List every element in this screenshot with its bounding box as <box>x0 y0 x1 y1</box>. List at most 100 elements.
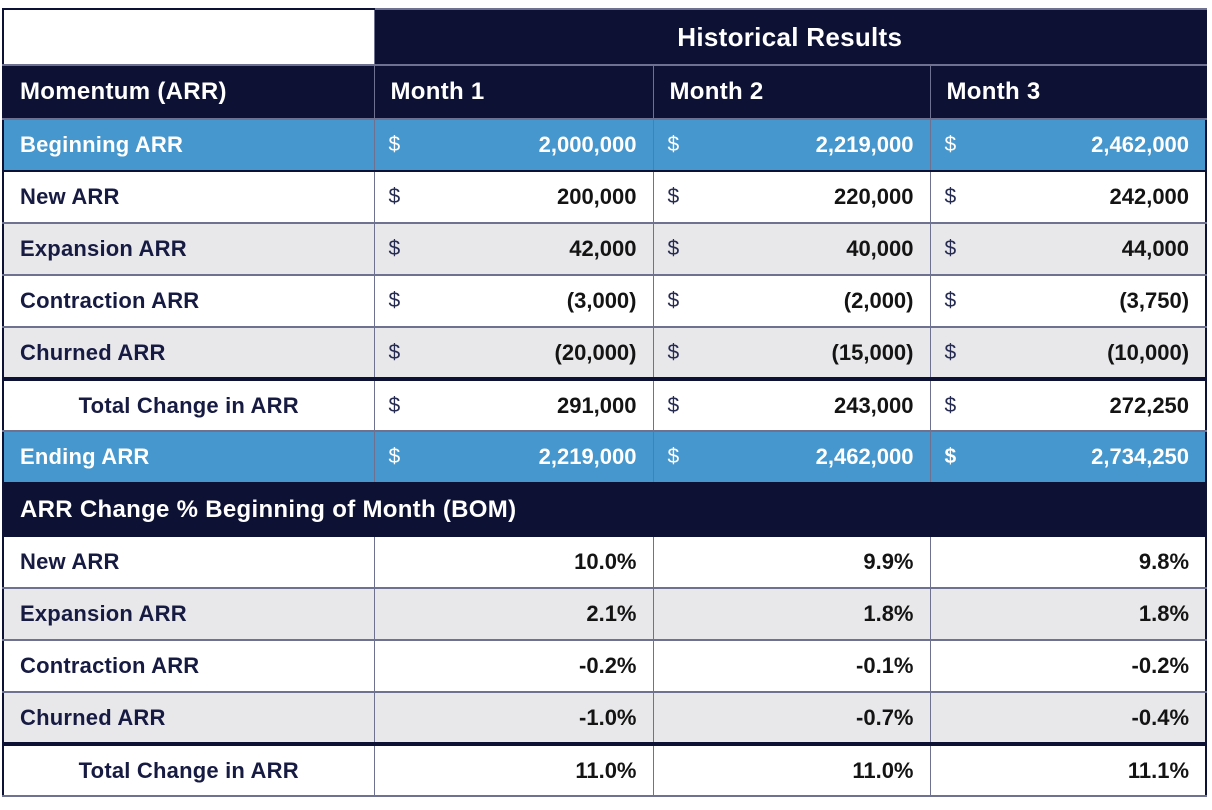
currency-value: 44,000 <box>1121 236 1190 261</box>
currency-value: (2,000) <box>843 288 914 313</box>
historical-results-header: Historical Results <box>373 8 1207 66</box>
row-label: Churned ARR <box>2 326 375 381</box>
table-row: Expansion ARR 2.1% 1.8% 1.8% <box>2 587 1207 641</box>
currency-symbol: $ <box>667 445 680 468</box>
currency-value: (3,000) <box>566 288 637 313</box>
percent-cell: 11.1% <box>929 743 1207 797</box>
corner-cell <box>2 8 375 66</box>
currency-symbol: $ <box>944 393 957 417</box>
currency-cell: $ (3,750) <box>929 274 1207 328</box>
table-row: Total Change in ARR 11.0% 11.0% 11.1% <box>2 743 1207 797</box>
table-row: Churned ARR $ (20,000) $ (15,000) $ (10,000) <box>2 326 1207 381</box>
currency-cell: $ (2,000) <box>652 274 931 328</box>
percent-cell: 11.0% <box>652 743 931 797</box>
currency-symbol: $ <box>944 445 957 468</box>
currency-value: 242,000 <box>1109 184 1190 209</box>
currency-value: 2,000,000 <box>538 132 637 157</box>
percent-cell: 2.1% <box>373 587 654 641</box>
currency-symbol: $ <box>388 340 401 364</box>
currency-symbol: $ <box>388 289 401 312</box>
section-header-row: ARR Change % Beginning of Month (BOM) <box>2 482 1207 537</box>
percent-cell: -0.2% <box>373 639 654 693</box>
currency-value: (20,000) <box>554 339 637 365</box>
currency-cell: $2,219,000 <box>373 430 654 484</box>
currency-cell: $243,000 <box>652 378 931 432</box>
currency-symbol: $ <box>944 185 957 208</box>
table-row: Churned ARR -1.0% -0.7% -0.4% <box>2 691 1207 746</box>
currency-cell: $200,000 <box>373 170 654 224</box>
row-label: Contraction ARR <box>2 639 375 693</box>
currency-cell: $2,734,250 <box>929 430 1207 484</box>
arr-momentum-table: Historical Results Momentum (ARR) Month 1… <box>2 8 1208 797</box>
currency-value: 2,219,000 <box>538 444 637 469</box>
percent-cell: 10.0% <box>373 535 654 589</box>
table-row: Contraction ARR -0.2% -0.1% -0.2% <box>2 639 1207 693</box>
column-header-3: Month 3 <box>929 64 1207 120</box>
currency-cell: $44,000 <box>929 222 1207 276</box>
percent-cell: -0.7% <box>652 691 931 746</box>
currency-cell: $2,462,000 <box>652 430 931 484</box>
currency-cell: $2,219,000 <box>652 118 931 172</box>
row-label: Expansion ARR <box>2 222 375 276</box>
row-label: Beginning ARR <box>2 118 375 172</box>
currency-value: (3,750) <box>1119 288 1190 313</box>
currency-cell: $ (15,000) <box>652 326 931 381</box>
currency-symbol: $ <box>667 340 680 364</box>
table-row: Total Change in ARR $291,000 $243,000 $272,… <box>2 378 1207 432</box>
row-label: New ARR <box>2 535 375 589</box>
currency-value: 200,000 <box>556 184 637 209</box>
column-header-1: Month 1 <box>373 64 654 120</box>
table-row: New ARR 10.0% 9.9% 9.8% <box>2 535 1207 589</box>
column-header-2: Month 2 <box>652 64 931 120</box>
row-label: Total Change in ARR <box>2 743 375 797</box>
currency-symbol: $ <box>388 393 401 417</box>
currency-symbol: $ <box>944 133 957 156</box>
row-label: Churned ARR <box>2 691 375 746</box>
row-label: Ending ARR <box>2 430 375 484</box>
currency-value: 2,734,250 <box>1091 444 1190 469</box>
currency-value: 243,000 <box>833 392 914 418</box>
currency-symbol: $ <box>388 185 401 208</box>
currency-value: 2,462,000 <box>1091 132 1190 157</box>
currency-symbol: $ <box>667 289 680 312</box>
currency-value: 272,250 <box>1109 392 1190 418</box>
currency-value: 2,219,000 <box>815 132 914 157</box>
currency-value: 291,000 <box>556 392 637 418</box>
percent-cell: 11.0% <box>373 743 654 797</box>
currency-symbol: $ <box>388 237 401 260</box>
title-row: Historical Results <box>2 8 1207 66</box>
percent-cell: 1.8% <box>929 587 1207 641</box>
currency-value: 42,000 <box>569 236 637 261</box>
row-label: Total Change in ARR <box>2 378 375 432</box>
currency-cell: $242,000 <box>929 170 1207 224</box>
currency-cell: $2,462,000 <box>929 118 1207 172</box>
table-row: Ending ARR $2,219,000 $2,462,000 $2,734,250 <box>2 430 1207 484</box>
currency-cell: $2,000,000 <box>373 118 654 172</box>
currency-value: (10,000) <box>1107 339 1190 365</box>
currency-value: (15,000) <box>831 339 914 365</box>
currency-cell: $ (20,000) <box>373 326 654 381</box>
currency-symbol: $ <box>944 237 957 260</box>
table-row: New ARR $200,000 $220,000 $242,000 <box>2 170 1207 224</box>
currency-symbol: $ <box>388 133 401 156</box>
percent-cell: -0.2% <box>929 639 1207 693</box>
table-row: Beginning ARR $2,000,000 $2,219,000 $2,462,… <box>2 118 1207 172</box>
table-row: Contraction ARR $ (3,000) $ (2,000) $ (3,750) <box>2 274 1207 328</box>
row-label: Expansion ARR <box>2 587 375 641</box>
currency-value: 40,000 <box>846 236 914 261</box>
column-header-row: Momentum (ARR) Month 1 Month 2 Month 3 <box>2 64 1207 120</box>
percent-cell: -1.0% <box>373 691 654 746</box>
currency-cell: $42,000 <box>373 222 654 276</box>
section-header-arr-change-pct: ARR Change % Beginning of Month (BOM) <box>2 482 1207 537</box>
currency-symbol: $ <box>667 185 680 208</box>
currency-value: 220,000 <box>833 184 914 209</box>
currency-symbol: $ <box>944 289 957 312</box>
currency-cell: $291,000 <box>373 378 654 432</box>
currency-symbol: $ <box>667 393 680 417</box>
currency-symbol: $ <box>667 237 680 260</box>
currency-value: 2,462,000 <box>815 444 914 469</box>
currency-cell: $ (3,000) <box>373 274 654 328</box>
row-label: Contraction ARR <box>2 274 375 328</box>
percent-cell: 9.8% <box>929 535 1207 589</box>
